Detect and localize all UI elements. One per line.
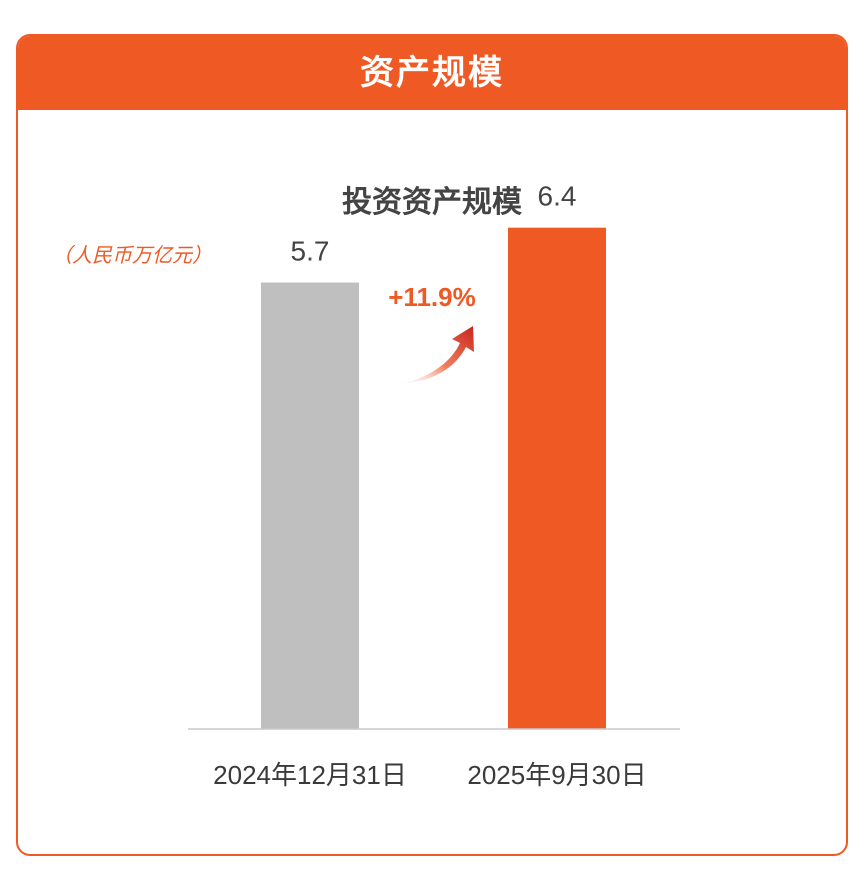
bar-1 xyxy=(261,282,359,729)
bar-value-label-1: 5.7 xyxy=(291,236,330,267)
x-tick-label-2: 2025年9月30日 xyxy=(467,760,646,790)
asset-scale-card: 资产规模 xyxy=(16,34,848,856)
chart-title: 投资资产规模 xyxy=(342,185,522,220)
growth-annotation: +11.9% xyxy=(388,282,475,312)
card-header-title: 资产规模 xyxy=(18,36,846,110)
growth-arrow-icon xyxy=(400,326,474,384)
labels-layer: 5.7 2024年12月31日 6.4 2025年9月30日 xyxy=(213,181,646,790)
bar-2 xyxy=(508,227,606,730)
unit-label: （人民币万亿元） xyxy=(52,243,212,267)
bars-layer xyxy=(261,227,606,730)
x-tick-label-1: 2024年12月31日 xyxy=(213,760,407,790)
bar-value-label-2: 6.4 xyxy=(538,181,577,212)
